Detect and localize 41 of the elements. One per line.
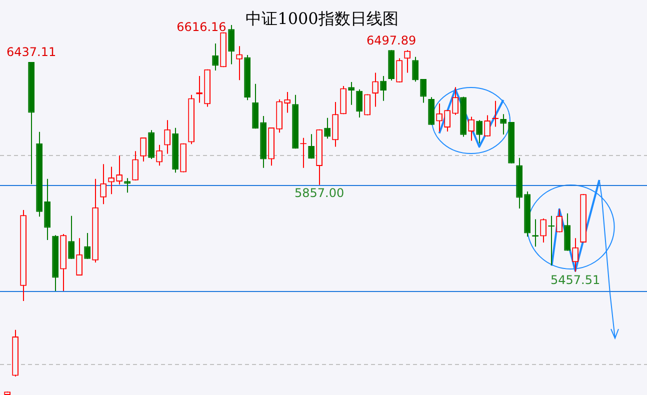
candlestick — [468, 116, 474, 142]
candlestick — [156, 144, 162, 166]
candlestick — [436, 102, 442, 132]
candlestick — [140, 136, 146, 162]
candlestick — [420, 78, 426, 104]
candlestick — [572, 238, 578, 272]
candlestick — [484, 114, 490, 137]
candlestick — [68, 215, 74, 260]
candlestick — [444, 110, 450, 132]
candlestick — [148, 130, 154, 160]
candlestick — [164, 120, 170, 154]
candlestick — [236, 46, 242, 81]
annotation: 5457.51 — [550, 272, 600, 287]
candlestick — [84, 232, 90, 260]
annotation: 6497.89 — [366, 33, 416, 48]
annotation: 6437.11 — [6, 45, 56, 60]
candlestick — [476, 120, 482, 144]
candlestick — [340, 86, 346, 115]
chart-title: 中证1000指数日线图 — [246, 9, 398, 28]
candlestick — [108, 166, 114, 195]
candlestick — [564, 212, 570, 252]
candlestick — [396, 58, 402, 83]
candlestick — [372, 72, 378, 108]
candlestick — [332, 101, 338, 148]
candlestick — [556, 208, 562, 233]
candlestick — [228, 24, 234, 65]
candlestick — [428, 96, 434, 126]
candlestick — [308, 134, 314, 160]
candlestick — [452, 86, 458, 116]
candlestick — [76, 238, 82, 276]
candlestick — [540, 218, 546, 244]
candlestick — [412, 56, 418, 82]
candlestick — [100, 164, 106, 205]
candlestick — [356, 88, 362, 118]
annotation: 5857.00 — [294, 186, 344, 200]
candlestick — [132, 150, 138, 181]
annotation: 6616.16 — [176, 20, 226, 34]
candlestick — [124, 178, 130, 194]
candlestick — [348, 81, 354, 106]
candlestick — [284, 91, 290, 114]
candlestick — [500, 114, 506, 136]
